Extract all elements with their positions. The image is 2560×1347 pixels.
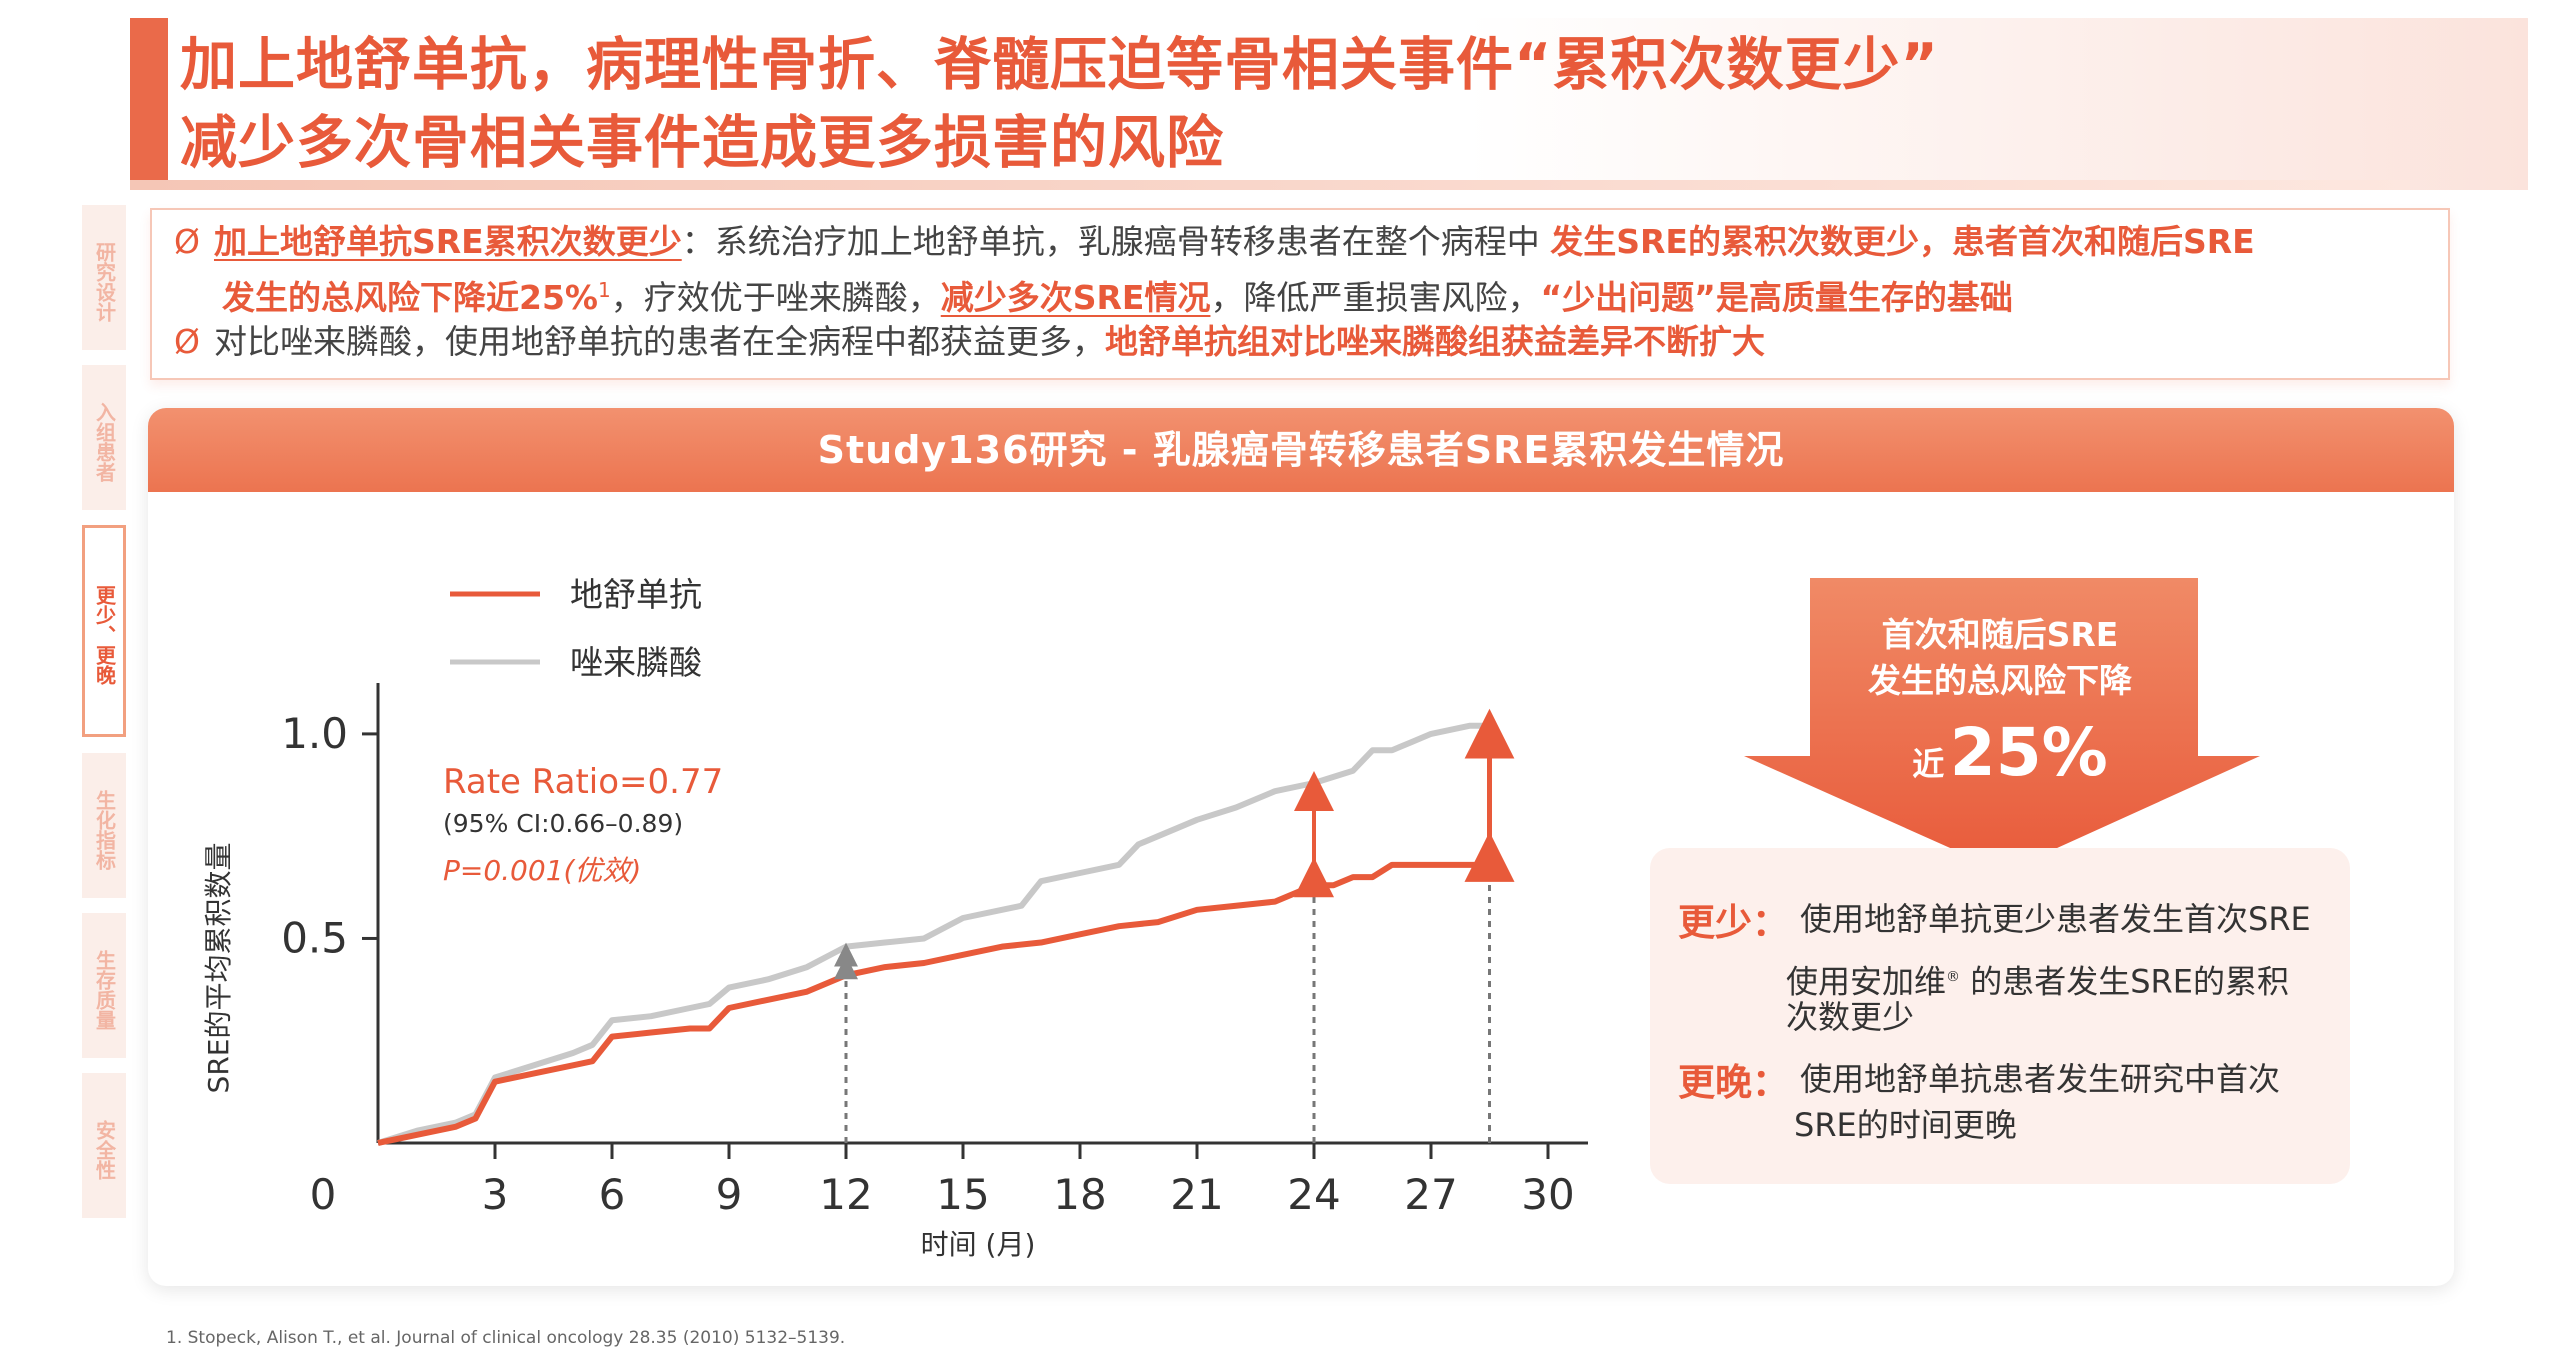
x-tick-label: 3 [482, 1170, 509, 1219]
panel-title: Study136研究 - 乳腺癌骨转移患者SRE累积发生情况 [148, 408, 2454, 492]
nav-item-safety[interactable]: 安全性 [82, 1073, 126, 1218]
footnote: 1. Stopeck, Alison T., et al. Journal of… [166, 1328, 846, 1347]
x-tick-label: 9 [716, 1170, 743, 1219]
nav-item-fewer-later[interactable]: 更少、更晚 [82, 525, 126, 737]
summary-box: 更少： 使用地舒单抗更少患者发生首次SRE 使用安加维® 的患者发生SRE的累积… [1650, 848, 2350, 1184]
p-value-label: P=0.001(优效) [443, 854, 641, 887]
fewer-line-3: 次数更少 [1786, 998, 1915, 1036]
page-title: 加上地舒单抗，病理性骨折、脊髓压迫等骨相关事件“累积次数更少” 减少多次骨相关事… [180, 26, 2480, 182]
x-tick-label: 6 [599, 1170, 626, 1219]
x-tick-label: 15 [936, 1170, 989, 1219]
legend-label-denosumab: 地舒单抗 [570, 575, 702, 614]
fewer-line-1: 使用地舒单抗更少患者发生首次SRE [1800, 900, 2311, 938]
bullet-mark: Ø [174, 322, 200, 361]
nav-item-biochemical[interactable]: 生化指标 [82, 753, 126, 898]
legend-label-zoledronic: 唑来膦酸 [570, 643, 702, 682]
x-tick-label: 21 [1170, 1170, 1223, 1219]
fewer-key: 更少： [1678, 901, 1789, 944]
arrow-shape-icon [1744, 578, 2260, 872]
x-tick-label: 24 [1287, 1170, 1340, 1219]
key-points-box: Ø 加上地舒单抗SRE累积次数更少：系统治疗加上地舒单抗，乳腺癌骨转移患者在整个病… [150, 208, 2450, 380]
nav-item-study-design[interactable]: 研究设计 [82, 205, 126, 350]
bullet-mark: Ø [174, 222, 200, 261]
ci-label: (95% CI:0.66–0.89) [443, 809, 683, 838]
y-tick-label: 0.5 [281, 913, 348, 962]
x-tick-label: 27 [1404, 1170, 1457, 1219]
x-tick-label: 18 [1053, 1170, 1106, 1219]
title-line-1: 加上地舒单抗，病理性骨折、脊髓压迫等骨相关事件“累积次数更少” [180, 32, 1939, 98]
nav-item-enrolled-patients[interactable]: 入组患者 [82, 365, 126, 510]
bullet-1-cont: 发生的总风险下降近25%1，疗效优于唑来膦酸，减少多次SRE情况，降低严重损害风… [222, 278, 2013, 317]
bullet-1: Ø 加上地舒单抗SRE累积次数更少：系统治疗加上地舒单抗，乳腺癌骨转移患者在整个病… [174, 222, 2255, 261]
title-underline [130, 180, 2410, 190]
fewer-line-2: 使用安加维® 的患者发生SRE的累积 [1786, 962, 2289, 1001]
rate-ratio-label: Rate Ratio=0.77 [443, 762, 723, 802]
y-axis-title: SRE的平均累积数量 [202, 843, 235, 1094]
bullet-2: Ø 对比唑来膦酸，使用地舒单抗的患者在全病程中都获益更多，地舒单抗组对比唑来膦酸组… [174, 322, 1765, 361]
x-tick-label: 12 [819, 1170, 872, 1219]
x-axis-title: 时间 (月) [921, 1228, 1036, 1261]
later-line-2: SRE的时间更晚 [1794, 1106, 2017, 1144]
y-tick-label: 1.0 [281, 709, 348, 758]
later-key: 更晚： [1678, 1061, 1789, 1104]
risk-reduction-arrow [1744, 578, 2260, 872]
series-line-denosumab [377, 861, 1490, 1146]
x-tick-label: 0 [310, 1170, 337, 1219]
title-accent-bar [130, 18, 168, 190]
x-tick-label: 30 [1521, 1170, 1574, 1219]
nav-item-quality-of-life[interactable]: 生存质量 [82, 913, 126, 1058]
arrow-value: 近 25% [1912, 714, 2108, 791]
arrow-text: 首次和随后SRE 发生的总风险下降 [1868, 615, 2132, 700]
title-line-2: 减少多次骨相关事件造成更多损害的风险 [180, 110, 1224, 176]
sre-chart: 0 3 6 9 12 15 18 21 24 27 30 0.5 1.0 地舒单抗 唑来膦酸 Rate … [202, 575, 1588, 1261]
title-background [168, 18, 2528, 190]
later-line-1: 使用地舒单抗患者发生研究中首次 [1800, 1060, 2281, 1098]
series-line-zoledronic [377, 722, 1490, 1146]
